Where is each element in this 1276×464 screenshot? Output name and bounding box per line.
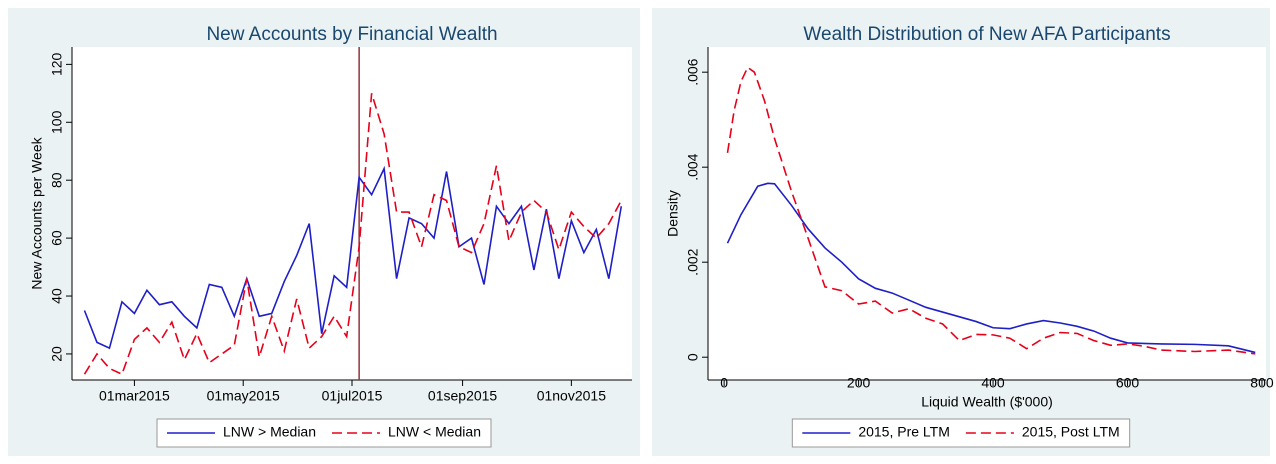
x-tick-label: 0 (720, 375, 728, 391)
plot-area (72, 47, 632, 380)
x-tick-label: 400 (981, 375, 1005, 391)
x-tick-label: 01jul2015 (322, 388, 383, 404)
y-axis-title: Density (665, 190, 681, 237)
x-tick-label: 800 (1250, 375, 1274, 391)
legend-label: LNW < Median (388, 424, 481, 440)
y-tick-label: 80 (49, 172, 65, 188)
y-tick-label: .002 (685, 248, 701, 275)
chart-title: Wealth Distribution of New AFA Participa… (803, 24, 1170, 45)
x-tick-label: 01sep2015 (428, 388, 498, 404)
y-tick-label: .004 (685, 153, 701, 180)
y-tick-label: .006 (685, 58, 701, 85)
x-tick-label: 200 (847, 375, 871, 391)
x-tick-label: 01mar2015 (99, 388, 170, 404)
y-tick-label: 20 (49, 346, 65, 362)
legend-label: 2015, Pre LTM (858, 424, 950, 440)
x-tick-label: 01may2015 (207, 388, 280, 404)
x-tick-label: 01nov2015 (537, 388, 607, 404)
x-axis-title: Liquid Wealth ($'000) (921, 394, 1053, 410)
chart-title: New Accounts by Financial Wealth (206, 24, 497, 45)
y-tick-label: 0 (685, 353, 701, 361)
y-tick-label: 60 (49, 230, 65, 246)
series-line (83, 93, 623, 376)
legend-label: LNW > Median (223, 424, 316, 440)
legend: 2015, Pre LTM 2015, Post LTM (791, 418, 1131, 448)
legend: LNW > Median LNW < Median (156, 418, 492, 448)
x-tick-label: 600 (1116, 375, 1140, 391)
plot-area (708, 47, 1266, 380)
series-line (83, 165, 623, 350)
y-tick-label: 40 (49, 288, 65, 304)
y-tick-label: 120 (49, 52, 65, 76)
y-axis-title: New Accounts per Week (29, 136, 45, 289)
series-line (726, 66, 1256, 355)
y-tick-label: 100 (49, 110, 65, 134)
legend-label: 2015, Post LTM (1022, 424, 1120, 440)
series-line (726, 182, 1256, 354)
